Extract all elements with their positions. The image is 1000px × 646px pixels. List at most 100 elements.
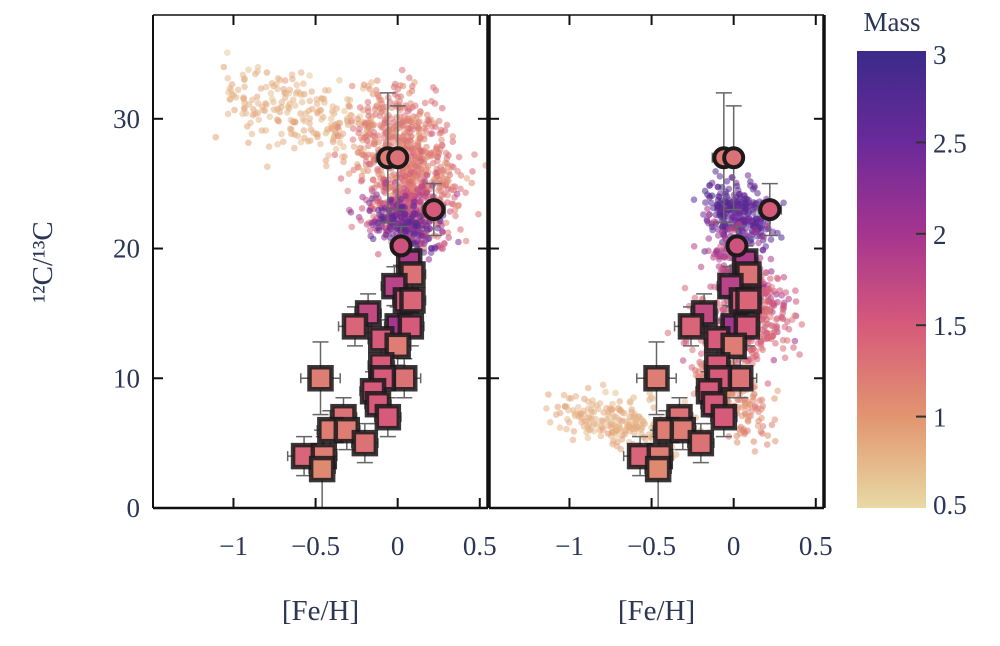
model-point	[408, 123, 415, 131]
model-point	[240, 76, 248, 84]
model-point	[281, 77, 289, 84]
model-point	[593, 421, 600, 428]
model-point	[417, 134, 424, 142]
model-point	[783, 337, 791, 344]
model-point	[714, 206, 721, 213]
model-point	[689, 346, 696, 354]
model-point	[224, 75, 232, 82]
x-tick-label: 0	[727, 531, 741, 561]
model-point	[721, 220, 729, 227]
model-point	[581, 395, 588, 403]
model-point	[274, 117, 282, 124]
model-point	[416, 146, 424, 153]
observed-circle	[389, 234, 413, 258]
model-point	[350, 143, 358, 150]
model-point	[391, 90, 399, 98]
model-point	[365, 142, 372, 150]
model-point	[398, 203, 406, 211]
model-point	[718, 265, 726, 273]
model-point	[771, 288, 778, 295]
model-point	[253, 93, 261, 101]
model-point	[720, 299, 728, 307]
model-point	[619, 417, 626, 425]
model-point	[759, 423, 767, 430]
model-point	[224, 49, 231, 56]
model-point	[556, 424, 564, 432]
model-point	[741, 204, 749, 211]
colorbar-tick-label: 0.5	[933, 490, 967, 520]
model-point	[411, 210, 419, 217]
model-point	[747, 237, 754, 245]
model-point	[366, 227, 374, 234]
model-point	[341, 153, 348, 160]
model-point	[369, 90, 377, 98]
model-point	[449, 138, 457, 145]
model-point	[227, 87, 235, 94]
model-point	[294, 132, 302, 140]
model-point	[399, 82, 407, 90]
model-point	[792, 287, 799, 295]
model-point	[584, 384, 592, 392]
model-point	[764, 287, 771, 295]
model-point	[364, 167, 372, 174]
model-point	[759, 218, 766, 225]
model-point	[757, 341, 765, 348]
model-point	[302, 110, 310, 117]
model-point	[390, 119, 398, 126]
model-point	[345, 170, 353, 177]
model-point	[748, 408, 755, 415]
observed-stars	[622, 92, 783, 509]
model-point	[471, 151, 478, 158]
model-point	[716, 173, 724, 180]
model-point	[790, 344, 797, 351]
model-point	[368, 195, 376, 202]
model-point	[406, 74, 413, 82]
model-point	[590, 427, 598, 435]
model-point	[444, 185, 452, 193]
model-point	[710, 254, 717, 261]
colorbar-tick-label: 1.5	[933, 311, 967, 341]
model-point	[546, 419, 554, 426]
model-point	[321, 87, 329, 94]
model-point	[370, 138, 378, 146]
model-point	[389, 139, 397, 147]
model-point	[375, 138, 383, 146]
model-point	[742, 231, 750, 239]
model-point	[392, 100, 400, 107]
model-point	[443, 121, 451, 129]
model-point	[650, 404, 657, 412]
model-point	[405, 115, 413, 122]
model-point	[754, 422, 762, 430]
model-point	[704, 205, 711, 213]
model-point	[763, 329, 770, 337]
model-point	[373, 102, 381, 109]
panel-left: −1 −0.5 0 0.5 0 10 20 30 [Fe/H]	[113, 14, 497, 627]
model-point	[250, 106, 257, 113]
model-point	[365, 119, 372, 126]
observed-square	[391, 365, 418, 392]
model-point	[439, 142, 446, 149]
model-point	[764, 297, 772, 304]
model-point	[306, 115, 314, 122]
model-point	[409, 104, 416, 111]
model-point	[289, 96, 297, 104]
model-point	[621, 430, 629, 438]
model-point	[314, 108, 322, 115]
model-point	[445, 177, 452, 184]
model-point	[740, 192, 748, 199]
observed-circle	[725, 234, 749, 258]
model-point	[633, 424, 641, 431]
model-point	[751, 225, 759, 233]
model-point	[358, 172, 366, 180]
model-point	[306, 97, 314, 105]
model-point	[418, 165, 425, 173]
model-point	[431, 120, 438, 127]
observed-square	[687, 429, 715, 457]
model-point	[571, 412, 579, 420]
x-tick-label: 0.5	[463, 531, 497, 561]
model-point	[754, 189, 761, 197]
model-point	[288, 71, 296, 78]
model-point	[323, 162, 330, 170]
model-point	[445, 234, 453, 241]
model-point	[407, 137, 414, 144]
